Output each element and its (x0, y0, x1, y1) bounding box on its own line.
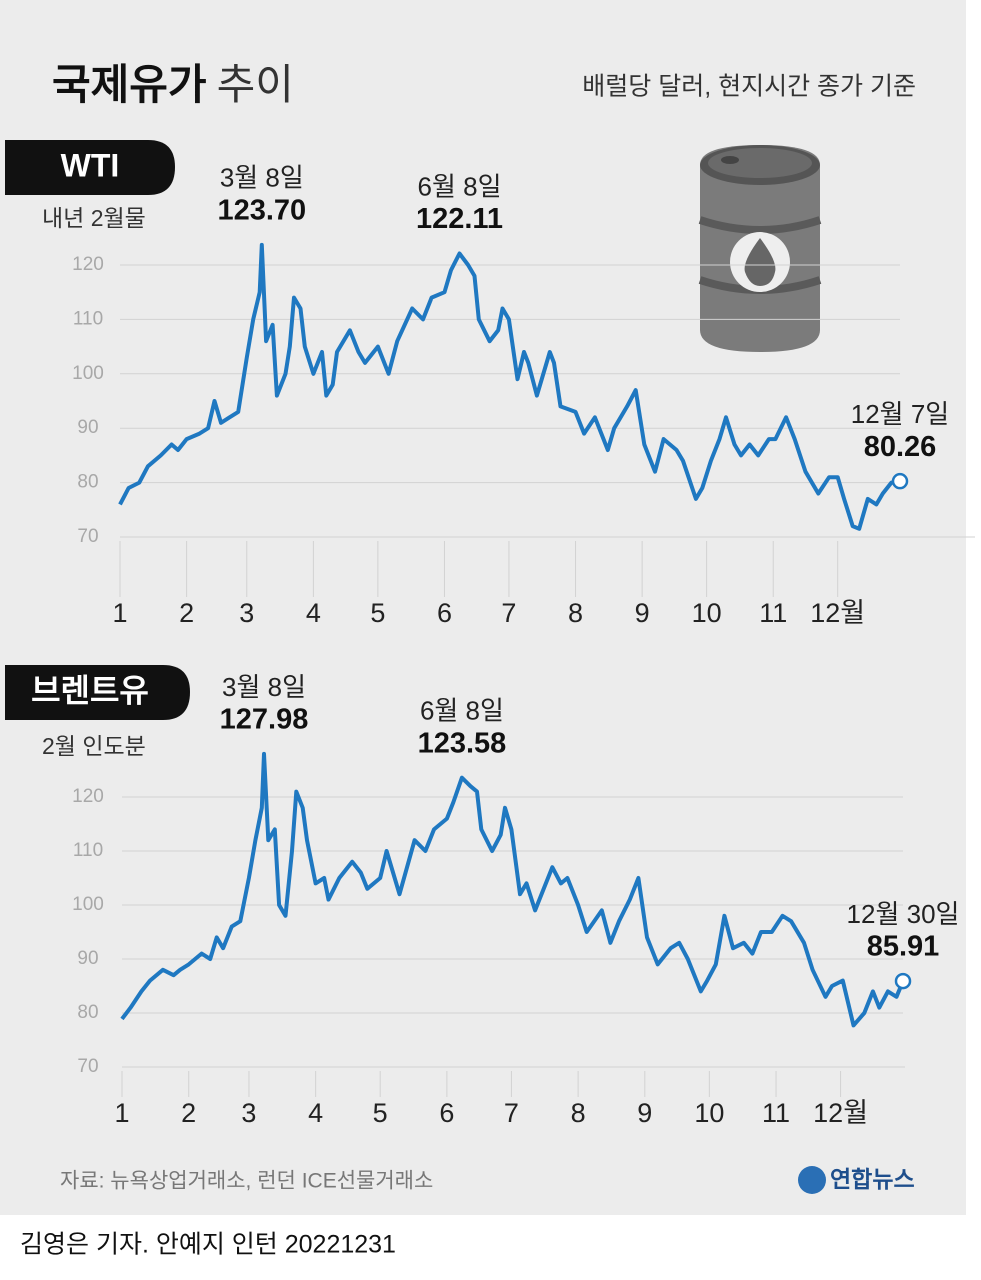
line (120, 751, 905, 1028)
x-tick-label: 12월 (810, 598, 865, 628)
x-tick-label: 11 (759, 598, 787, 628)
y-tick-label: 100 (72, 894, 104, 915)
y-tick-label: 110 (73, 840, 103, 861)
y-tick-label: 100 (72, 363, 104, 384)
x-tick-label: 2 (179, 598, 194, 628)
x-tick-label: 12월 (813, 1098, 868, 1128)
subtitle: 배럴당 달러, 현지시간 종가 기준 (582, 73, 916, 101)
chart-subtitle: 2월 인도분 (42, 733, 146, 759)
x-tick-label: 7 (504, 1098, 519, 1128)
x-tick-label: 8 (571, 1098, 586, 1128)
x-tick-label: 3 (239, 598, 254, 628)
annotation-date: 6월 8일 (420, 696, 504, 726)
annotation-value: 123.58 (418, 727, 507, 759)
annotation-value: 122.11 (416, 203, 503, 235)
annotation-value: 80.26 (864, 431, 937, 463)
y-tick-label: 70 (77, 1056, 98, 1077)
title-light: 추이 (217, 61, 294, 108)
byline: 김영은 기자. 안예지 인턴 20221231 (20, 1231, 396, 1259)
oil-barrel (698, 145, 822, 352)
y-tick-label: 90 (77, 948, 98, 969)
x-tick-label: 3 (241, 1098, 256, 1128)
y-tick-label: 90 (77, 417, 98, 438)
x-tick-label: 4 (308, 1098, 323, 1128)
x-tick-label: 5 (370, 598, 385, 628)
x-tick-label: 9 (635, 598, 650, 628)
y-tick-label: 80 (77, 472, 98, 493)
annotation-date: 3월 8일 (220, 163, 304, 193)
annotation-date: 12월 7일 (851, 399, 949, 429)
end-marker (894, 972, 912, 990)
y-tick-label: 80 (77, 1002, 98, 1023)
chart-subtitle: 내년 2월물 (42, 205, 146, 231)
x-tick-label: 1 (114, 1098, 129, 1128)
title: 국제유가 추이 (52, 61, 294, 108)
logo: 연합뉴스 (830, 1166, 915, 1192)
series-badge: WTI (61, 147, 120, 183)
source: 자료: 뉴욕상업거래소, 런던 ICE선물거래소 (60, 1170, 433, 1193)
x-tick-label: 2 (181, 1098, 196, 1128)
x-tick-label: 11 (762, 1098, 790, 1128)
y-tick-label: 120 (72, 786, 104, 807)
annotation-value: 85.91 (867, 931, 940, 963)
x-tick-label: 7 (501, 598, 516, 628)
annotation-date: 3월 8일 (222, 672, 306, 702)
title-bold: 국제유가 (52, 61, 207, 108)
y-tick-label: 110 (73, 308, 103, 329)
annotation-value: 127.98 (220, 704, 309, 736)
x-tick-label: 10 (692, 598, 722, 628)
x-tick-label: 8 (568, 598, 583, 628)
x-tick-label: 6 (437, 598, 452, 628)
y-tick-label: 120 (72, 254, 104, 275)
annotation-value: 123.70 (217, 195, 306, 227)
x-tick-label: 5 (373, 1098, 388, 1128)
x-tick-label: 9 (637, 1098, 652, 1128)
y-tick-label: 70 (77, 526, 98, 547)
annotation-date: 12월 30일 (847, 899, 960, 929)
line (118, 242, 901, 531)
badge (5, 140, 175, 195)
x-tick-label: 10 (694, 1098, 724, 1128)
x-tick-label: 6 (439, 1098, 454, 1128)
badge (5, 665, 190, 720)
x-tick-label: 4 (306, 598, 321, 628)
x-tick-label: 1 (112, 598, 127, 628)
annotation-date: 6월 8일 (418, 171, 502, 201)
logo-mark (798, 1166, 826, 1194)
end-marker (891, 472, 909, 490)
series-badge: 브렌트유 (31, 672, 149, 708)
